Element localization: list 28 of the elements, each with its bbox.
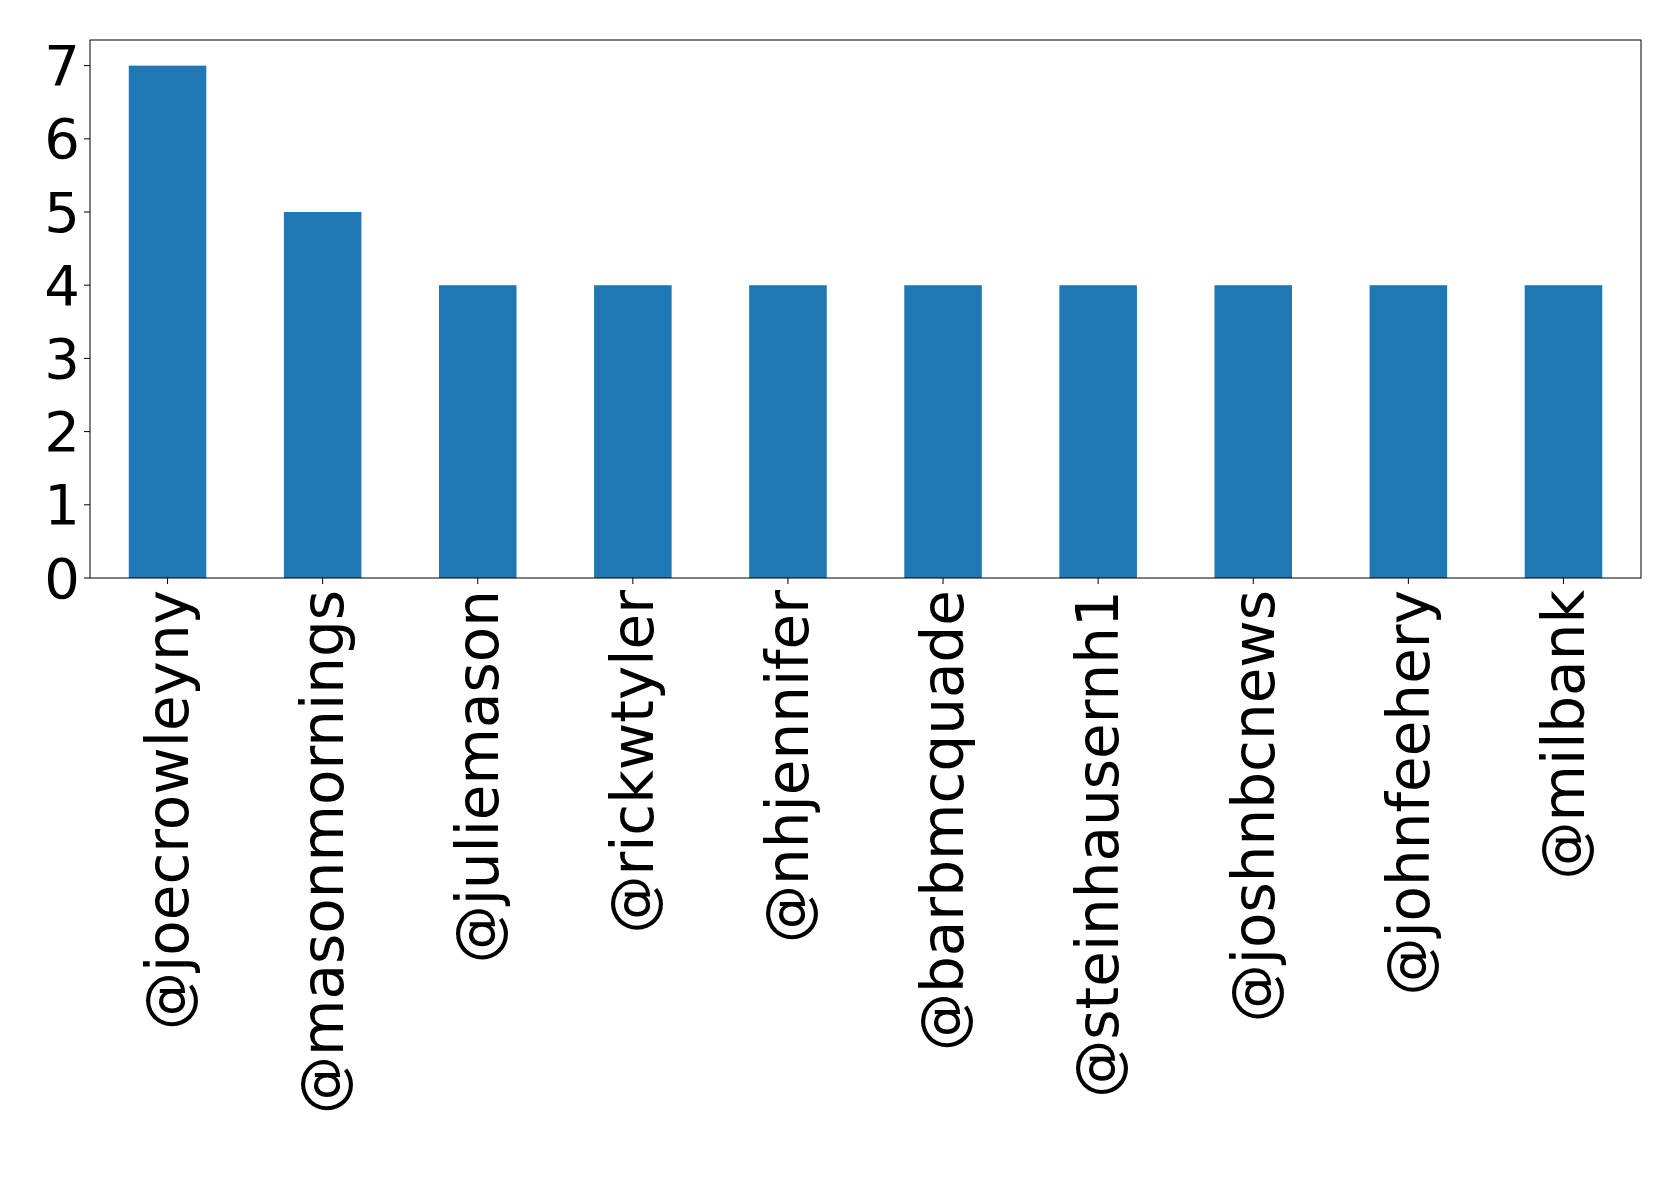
bar [128, 65, 207, 578]
y-tick-label: 0 [44, 545, 80, 611]
y-tick-label: 3 [44, 326, 80, 392]
x-tick-label: @barbmcquade [909, 590, 978, 1052]
x-tick-label: @johnfeehery [1374, 590, 1443, 996]
bar [594, 285, 672, 578]
bar [904, 285, 982, 578]
x-tick-label: @joecrowleyny [133, 590, 202, 1030]
y-tick-label: 4 [44, 252, 80, 318]
bar [1369, 285, 1448, 578]
x-tick-label: @rickwtyler [599, 589, 668, 934]
y-tick-label: 5 [44, 179, 80, 245]
bar [1059, 285, 1137, 578]
x-tick-label: @joshnbcnews [1219, 590, 1288, 1023]
bar [438, 285, 517, 578]
bar [749, 285, 827, 578]
y-tick-label: 1 [44, 472, 80, 538]
y-tick-label: 2 [44, 399, 80, 465]
bar [1524, 285, 1603, 578]
y-tick-label: 7 [44, 33, 80, 99]
x-tick-label: @nhjennifer [754, 589, 823, 943]
x-tick-label: @juliemason [444, 590, 513, 964]
x-tick-label: @masonmornings [288, 590, 357, 1114]
x-tick-label: @milbank [1529, 589, 1598, 880]
x-tick-label: @steinhausernh1 [1064, 590, 1133, 1098]
bar [283, 212, 362, 578]
bar [1214, 285, 1293, 578]
y-tick-label: 6 [44, 106, 80, 172]
